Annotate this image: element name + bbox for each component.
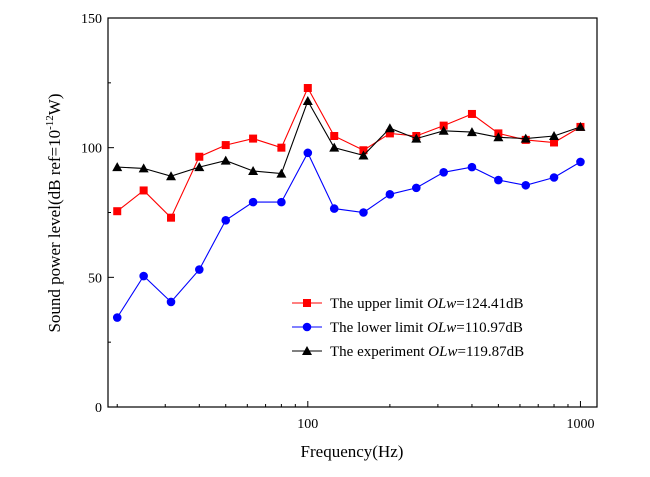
data-point: [302, 95, 313, 105]
data-point: [329, 204, 339, 213]
y-tick-label: 150: [81, 12, 102, 27]
legend-entry: The lower limit OLw=110.97dB: [292, 320, 523, 336]
data-point: [194, 162, 205, 172]
data-point: [439, 121, 448, 130]
data-point: [139, 271, 148, 281]
data-point: [494, 175, 503, 185]
y-tick-label: 0: [95, 401, 102, 416]
data-point: [438, 125, 449, 135]
series-line: [116, 151, 581, 318]
series-layer: [112, 84, 586, 322]
legend-entry: The experiment OLw=119.87dB: [292, 344, 524, 360]
legend-label: The lower limit OLw=110.97dB: [330, 320, 523, 336]
data-point: [139, 186, 148, 195]
y-axis-title-main: Sound power level(dB ref=10: [45, 130, 64, 333]
legend-entry: The upper limit OLw=124.41dB: [292, 296, 523, 312]
data-point: [520, 133, 531, 143]
series-circle: [112, 148, 585, 322]
legend-marker: [302, 322, 312, 332]
y-axis-title-end: W): [45, 93, 64, 115]
legend-marker: [303, 299, 311, 307]
legend-value: =110.97dB: [456, 320, 523, 336]
data-point: [277, 197, 286, 207]
legend-olw: OLw: [427, 296, 456, 312]
legend-marker: [302, 346, 312, 355]
legend-olw: OLw: [427, 320, 456, 336]
data-point: [248, 197, 258, 207]
data-point: [248, 166, 259, 176]
series-triangle: [112, 95, 586, 181]
data-point: [167, 213, 176, 222]
data-point: [330, 131, 339, 140]
data-point: [466, 127, 477, 137]
data-point: [113, 207, 122, 216]
data-point: [195, 265, 204, 274]
data-point: [112, 162, 123, 172]
data-point: [521, 180, 531, 190]
y-axis-title: Sound power level(dB ref=10-12W): [44, 93, 64, 332]
data-point: [576, 157, 585, 167]
data-point: [166, 297, 176, 307]
data-point: [385, 129, 394, 138]
data-point: [220, 155, 231, 165]
series-line: [117, 99, 581, 177]
legend-series-name: The experiment: [330, 344, 428, 360]
data-point: [329, 142, 340, 152]
x-tick-label: 100: [297, 417, 318, 432]
x-axis-title: Frequency(Hz): [301, 442, 404, 461]
data-point: [549, 173, 559, 182]
data-point: [166, 171, 177, 181]
data-point: [411, 133, 422, 143]
data-point: [493, 132, 504, 142]
data-point: [221, 215, 231, 225]
data-point: [358, 150, 369, 160]
x-tick-label: 1000: [566, 417, 594, 432]
data-point: [303, 148, 313, 158]
data-point: [439, 168, 448, 177]
data-point: [575, 121, 586, 131]
ticks-group: 0 50 100 150 100 1000: [81, 12, 594, 432]
data-point: [550, 138, 559, 147]
legend-value: =124.41dB: [456, 296, 523, 312]
data-point: [359, 146, 368, 155]
data-point: [384, 123, 395, 133]
data-point: [359, 208, 368, 217]
data-point: [112, 313, 122, 322]
data-point: [138, 163, 149, 173]
data-point: [549, 130, 560, 140]
data-point: [385, 190, 395, 199]
series-square: [113, 84, 585, 222]
legend-series-name: The lower limit: [330, 320, 427, 336]
y-tick-label: 100: [81, 142, 102, 157]
series-line: [116, 86, 581, 219]
legend-value: =119.87dB: [457, 344, 524, 360]
data-point: [195, 152, 204, 161]
legend-olw: OLw: [428, 344, 457, 360]
data-point: [276, 168, 287, 178]
data-point: [221, 141, 230, 150]
y-tick-label: 50: [88, 271, 102, 286]
legend-label: The experiment OLw=119.87dB: [330, 344, 524, 360]
data-point: [249, 134, 258, 143]
y-axis-title-sup: -12: [44, 115, 56, 130]
data-point: [277, 143, 286, 152]
legend-series-name: The upper limit: [330, 296, 427, 312]
legend-label: The upper limit OLw=124.41dB: [330, 296, 523, 312]
data-point: [467, 162, 477, 172]
data-point: [303, 84, 312, 93]
data-point: [467, 109, 476, 118]
data-point: [412, 183, 421, 193]
